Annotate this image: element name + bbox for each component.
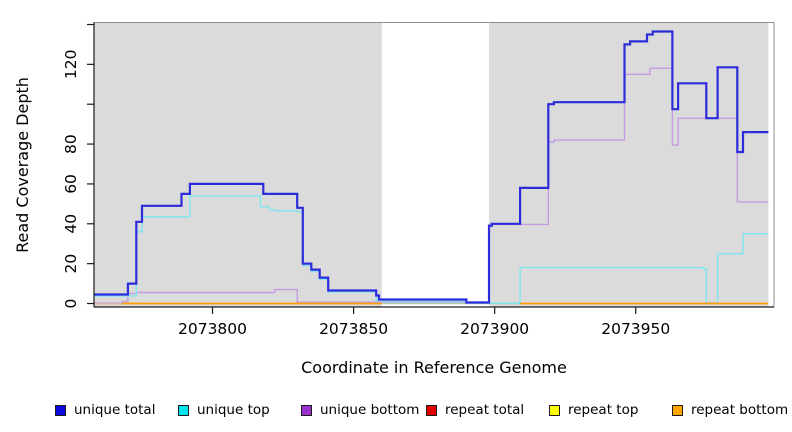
x-tick-label: 2073900 [460, 320, 529, 338]
legend-label: repeat bottom [691, 402, 789, 418]
y-tick-label: 80 [62, 134, 80, 154]
legend-item-unique-bottom: unique bottom [301, 399, 419, 421]
legend: unique total unique top unique bottom re… [0, 399, 792, 425]
legend-label: unique total [74, 402, 156, 418]
legend-item-unique-total: unique total [55, 399, 155, 421]
legend-item-repeat-top: repeat top [549, 399, 638, 421]
repeat-bottom-swatch-icon [672, 404, 683, 416]
unique-bottom-swatch-icon [301, 404, 312, 416]
background-regions [94, 23, 769, 307]
y-tick-label: 20 [62, 254, 80, 274]
series-unique-total [94, 30, 769, 304]
series-unique-top [94, 195, 769, 304]
unique-total-swatch-icon [55, 404, 66, 416]
covered-region-left [94, 23, 382, 307]
legend-item-repeat-bottom: repeat bottom [672, 399, 788, 421]
covered-region-right [489, 23, 769, 307]
y-tick-label: 60 [62, 174, 80, 194]
y-tick-label: 0 [62, 299, 80, 309]
x-tick-label: 2073850 [319, 320, 388, 338]
repeat-total-swatch-icon [426, 404, 437, 416]
legend-label: repeat top [568, 402, 639, 418]
x-axis-title: Coordinate in Reference Genome [301, 358, 567, 377]
legend-label: repeat total [445, 402, 525, 418]
y-tick-label: 120 [62, 50, 80, 80]
repeat-top-swatch-icon [549, 404, 560, 416]
x-tick-label: 2073800 [178, 320, 247, 338]
unique-top-swatch-icon [178, 404, 189, 416]
legend-item-unique-top: unique top [178, 399, 270, 421]
series-lines [94, 30, 769, 305]
legend-label: unique bottom [320, 402, 420, 418]
y-tick-label: 40 [62, 214, 80, 234]
axes: 0 20 40 60 80 120 2073800 2073850 2073900 2073950 [62, 22, 774, 338]
y-axis-title: Read Coverage Depth [13, 77, 32, 253]
legend-label: unique top [197, 402, 270, 418]
legend-item-repeat-total: repeat total [426, 399, 524, 421]
x-tick-label: 2073950 [601, 320, 670, 338]
